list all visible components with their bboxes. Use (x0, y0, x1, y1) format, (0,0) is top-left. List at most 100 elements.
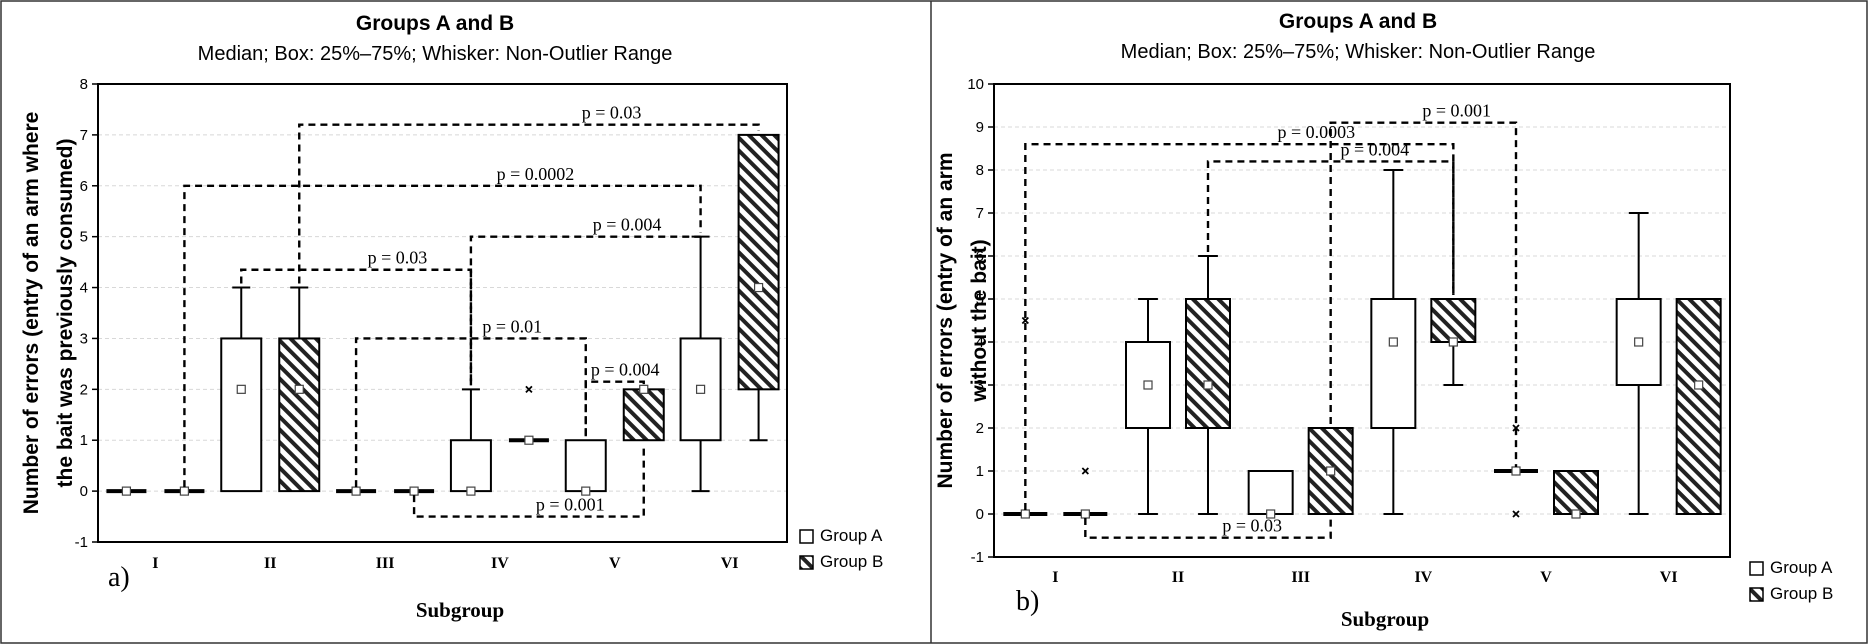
significance-bracket (1329, 121, 1518, 467)
median-marker (1020, 509, 1030, 519)
plot-frame (993, 83, 1731, 558)
median-marker (409, 486, 419, 496)
box-II-group-b (1185, 255, 1231, 515)
iqr-box (1675, 298, 1722, 515)
box-I-group-b (164, 486, 205, 496)
x-tick-label: V (1540, 569, 1552, 586)
significance-bracket (1084, 518, 1332, 539)
p-value-label: p = 0.0002 (497, 164, 575, 184)
y-tick-label: 4 (976, 334, 984, 351)
legend-item-group-b: Group B (799, 552, 883, 571)
y-axis-label: Number of errors (entry of an arm (934, 152, 957, 488)
iqr-box (1553, 470, 1599, 515)
x-tick-label: II (264, 555, 276, 572)
p-value-label: p = 0.004 (591, 360, 660, 380)
box-II-group-b (278, 286, 321, 493)
median-marker (695, 384, 706, 394)
chart-subtitle: Median; Box: 25%–75%; Whisker: Non-Outli… (198, 43, 673, 65)
significance-bracket (183, 184, 702, 488)
legend-item-group-a: Group A (1749, 558, 1833, 577)
significance-bracket (412, 444, 645, 518)
iqr-box (220, 337, 263, 493)
legend-label: Group A (820, 526, 883, 545)
median-marker (121, 486, 132, 496)
box-II-group-a (220, 286, 263, 493)
y-axis-label: the bait was previously consumed) (54, 139, 77, 488)
chart-title: Groups A and B (356, 12, 514, 35)
iqr-box (278, 337, 321, 493)
box-I-group-b (1063, 467, 1108, 519)
panel-label: b) (1016, 586, 1039, 617)
box-IV-group-b (508, 385, 549, 445)
significance-bracket (1206, 160, 1455, 295)
y-tick-label: -1 (971, 549, 984, 566)
y-tick-label: 3 (976, 377, 984, 394)
median-marker (581, 486, 591, 496)
box-I-group-a (1003, 316, 1048, 519)
box-IV-group-a (449, 388, 492, 496)
x-tick-label: VI (721, 555, 739, 572)
y-tick-label: 0 (976, 506, 984, 523)
significance-bracket (469, 232, 702, 386)
median-marker (1571, 509, 1581, 519)
x-tick-label: IV (491, 555, 509, 572)
significance-bracket (1024, 143, 1455, 510)
median-marker (524, 435, 534, 445)
box-VI-group-a (1615, 212, 1662, 515)
median-marker (1326, 466, 1336, 476)
legend-swatch (1749, 561, 1764, 576)
median-marker (179, 486, 190, 496)
median-marker (1080, 509, 1090, 519)
box-V-group-b (1553, 470, 1599, 519)
box-VI-group-b (1675, 298, 1722, 515)
y-tick-label: 9 (976, 119, 984, 136)
legend-swatch (799, 555, 814, 570)
legend-label: Group A (1770, 558, 1833, 577)
significance-bracket (298, 123, 760, 284)
y-tick-label: 8 (976, 162, 984, 179)
box-IV-group-a (1370, 169, 1417, 515)
median-marker (294, 384, 304, 394)
box-V-group-a (1494, 424, 1538, 518)
p-value-label: p = 0.001 (1422, 101, 1491, 121)
median-marker (236, 384, 246, 394)
y-tick-label: 3 (80, 330, 88, 347)
iqr-box (1430, 298, 1477, 343)
median-marker (639, 384, 649, 394)
x-tick-label: I (1052, 569, 1058, 586)
median-marker (1634, 337, 1644, 347)
box-III-group-a (1247, 470, 1294, 519)
median-marker (1694, 380, 1704, 390)
y-tick-label: 1 (80, 432, 88, 449)
significance-bracket (240, 268, 473, 386)
median-marker (1266, 509, 1276, 519)
panel-label: a) (108, 562, 130, 593)
iqr-box (564, 439, 607, 493)
p-value-label: p = 0.004 (1340, 139, 1409, 159)
median-marker (1203, 380, 1213, 390)
p-value-label: p = 0.0003 (1278, 122, 1356, 142)
box-III-group-a (336, 486, 377, 496)
box-V-group-b (622, 384, 665, 442)
y-tick-label: 5 (976, 291, 984, 308)
panel-a: Groups A and B Median; Box: 25%–75%; Whis… (20, 12, 883, 622)
y-tick-label: 0 (80, 483, 88, 500)
median-marker (351, 486, 361, 496)
y-tick-label: 7 (976, 205, 984, 222)
legend-swatch (1749, 587, 1764, 602)
x-axis-label: Subgroup (1341, 607, 1429, 631)
legend-item-group-b: Group B (1749, 584, 1833, 603)
x-tick-label: III (1291, 569, 1310, 586)
y-tick-label: 2 (976, 420, 984, 437)
box-IV-group-b (1430, 298, 1477, 386)
iqr-box (1247, 470, 1294, 515)
box-I-group-a (106, 486, 147, 496)
plot-frame (97, 83, 788, 543)
outlier-point (1512, 424, 1520, 432)
x-tick-label: V (609, 555, 621, 572)
x-tick-label: II (1172, 569, 1184, 586)
y-tick-label: 7 (80, 127, 88, 144)
box-VI-group-a (679, 235, 722, 493)
legend-label: Group B (820, 552, 883, 571)
